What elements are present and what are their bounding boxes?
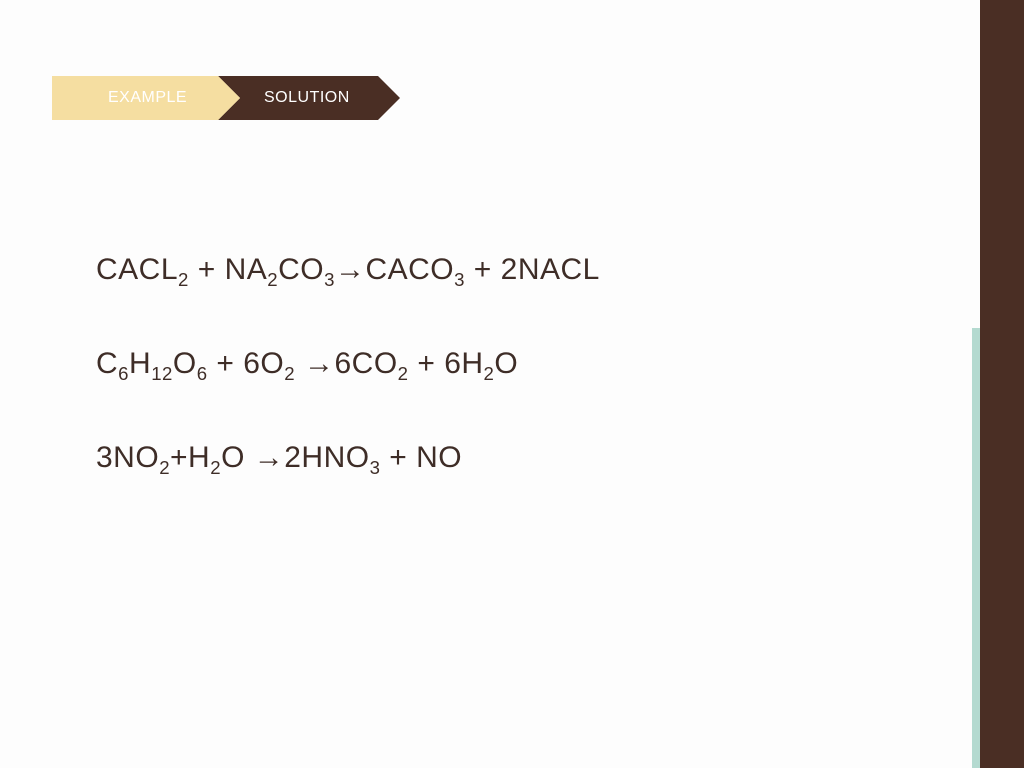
side-stripe bbox=[980, 0, 1024, 768]
chevron-example: EXAMPLE bbox=[52, 76, 218, 120]
equations-block: CACL2 + NA2CO3→CACO3 + 2NACL C6H12O6 + 6O… bbox=[96, 252, 600, 476]
chevron-nav: EXAMPLE SOLUTION bbox=[52, 76, 378, 120]
equation-2: C6H12O6 + 6O2 →6CO2 + 6H2O bbox=[96, 346, 600, 382]
chevron-solution-label: SOLUTION bbox=[264, 89, 350, 107]
chevron-example-label: EXAMPLE bbox=[108, 89, 187, 107]
side-accent bbox=[972, 328, 980, 768]
reaction-arrow-icon: → bbox=[304, 347, 335, 380]
equation-1: CACL2 + NA2CO3→CACO3 + 2NACL bbox=[96, 252, 600, 288]
reaction-arrow-icon: → bbox=[254, 441, 285, 474]
reaction-arrow-icon: → bbox=[335, 253, 366, 286]
chevron-solution: SOLUTION bbox=[218, 76, 378, 120]
equation-3: 3NO2+H2O →2HNO3 + NO bbox=[96, 440, 600, 476]
